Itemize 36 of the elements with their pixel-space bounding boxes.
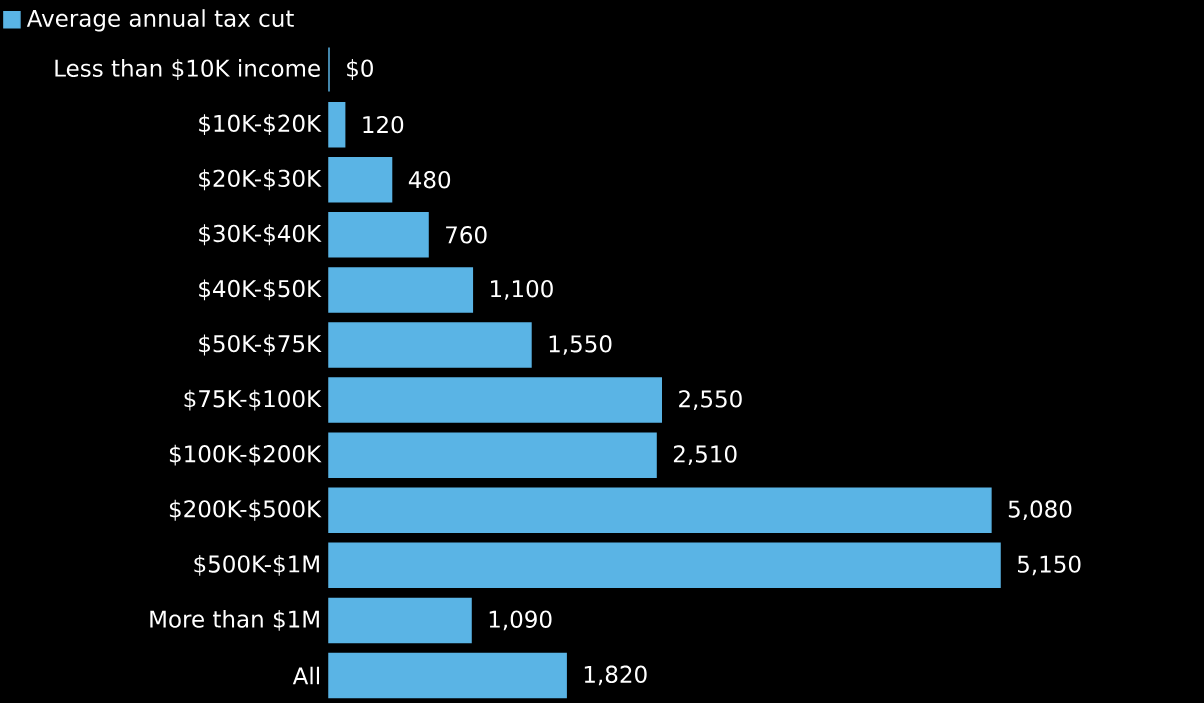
data-label: 120 (363, 115, 404, 134)
y-tick-label: $75K-$100K (184, 389, 322, 411)
data-label: 1,090 (489, 610, 552, 631)
data-label: 2,550 (679, 390, 742, 410)
bar (328, 322, 532, 368)
y-tick-label: $40K-$50K (199, 279, 322, 301)
y-tick-label: $20K-$30K (199, 169, 322, 191)
legend-label: Average annual tax cut (26, 9, 294, 32)
data-label: 5,150 (1017, 555, 1081, 576)
data-label: 1,820 (584, 665, 647, 686)
y-tick-label: $30K-$40K (199, 224, 322, 246)
data-label: 1,100 (491, 280, 553, 300)
data-label: $0 (347, 59, 373, 80)
data-label: 760 (446, 226, 487, 244)
data-label: 1,550 (549, 335, 612, 355)
bar (328, 156, 393, 203)
bar (328, 542, 1001, 589)
y-tick-label: $10K-$20K (199, 114, 322, 136)
y-tick-label: $200K-$500K (169, 499, 322, 521)
bar (328, 101, 346, 148)
y-tick-label: Less than $10K income (55, 59, 320, 80)
bar (328, 597, 472, 644)
bar (328, 432, 657, 478)
bar (328, 652, 567, 699)
bar (328, 377, 662, 423)
y-tick-label: More than $1M (150, 609, 319, 631)
y-tick-label: $500K-$1M (194, 554, 319, 576)
data-label: 480 (408, 171, 451, 189)
data-label: 2,510 (673, 445, 737, 465)
bar (328, 212, 429, 258)
bar (328, 267, 474, 313)
y-tick-label: $100K-$200K (169, 444, 322, 466)
y-tick-label: $50K-$75K (199, 334, 322, 356)
data-label: 5,080 (1008, 500, 1072, 521)
bar (328, 487, 992, 533)
y-tick-label: All (292, 666, 319, 685)
